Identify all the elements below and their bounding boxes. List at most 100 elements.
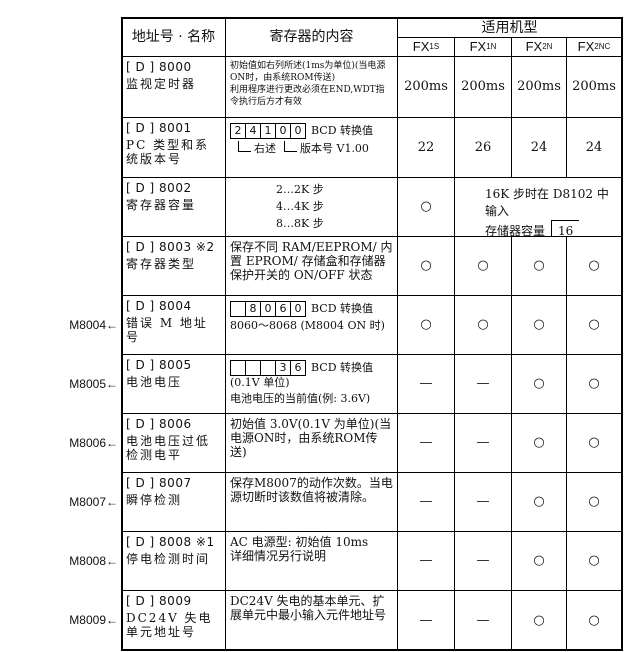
model-header: FX 2NC	[567, 38, 622, 57]
model-cell: ○	[567, 414, 622, 473]
model-value: ○	[477, 317, 489, 332]
model-value: ○	[588, 317, 600, 332]
model-value: ○	[588, 435, 600, 450]
model-sub: 2NC	[594, 42, 611, 51]
address-line: [ D ] 8007	[126, 476, 221, 490]
address: [ D ] 8006	[126, 417, 192, 431]
address-line: [ D ] 8006	[126, 417, 221, 431]
model-cell: ○	[567, 296, 622, 355]
address-line: [ D ] 8008 ※1	[126, 535, 221, 549]
model-cell: ○	[398, 296, 455, 355]
address-line: [ D ] 8003 ※2	[126, 240, 221, 254]
note: ※1	[195, 535, 215, 549]
model-sub: 1N	[486, 42, 497, 51]
address-cell: [ D ] 8003 ※2 寄存器类型	[122, 237, 226, 296]
bcd-label: BCD 转换值	[311, 302, 374, 315]
model-value: —	[476, 553, 490, 568]
digit-box	[230, 301, 246, 317]
content-cell: 3 6 BCD 转换值 (0.1V 单位) 电池电压的当前值(例: 3.6V)	[226, 355, 398, 414]
digit-row: 3 6 BCD 转换值 (0.1V 单位)	[230, 360, 393, 390]
model-cell: —	[455, 532, 512, 591]
digit-box	[230, 360, 246, 376]
model-main: FX	[469, 39, 487, 54]
side-label: M8008←	[69, 553, 118, 568]
content-cell: 初始值如右列所述(1ms为单位)(当电源ON时，由系统ROM传送) 利用程序进行更…	[226, 57, 398, 118]
model-cell: —	[398, 414, 455, 473]
register-name: 监视定时器	[126, 77, 197, 91]
model-note: 16K 步时在 D8102 中输入 存储器容量 16	[455, 178, 622, 237]
digit-row: 2 4 1 0 0 BCD 转换值	[230, 123, 393, 139]
address: [ D ] 8002	[126, 181, 192, 195]
content-line: 电池电压的当前值(例: 3.6V)	[230, 392, 371, 405]
content-line: 保存M8007的动作次数。当电源切断时该数值将被清除。	[230, 476, 393, 504]
model-cell: 22	[398, 118, 455, 178]
pointer-label: 右述	[254, 142, 276, 155]
pointer-row: 右述 版本号 V1.00	[230, 141, 393, 156]
model-value: —	[476, 376, 490, 391]
note: ※2	[195, 240, 215, 254]
address-cell: [ D ] 8006 电池电压过低检测电平	[122, 414, 226, 473]
model-value: —	[476, 494, 490, 509]
address: [ D ] 8008	[126, 535, 192, 549]
model-value: 24	[530, 139, 548, 155]
pointer-label: 版本号 V1.00	[300, 142, 369, 155]
content-line: 8…8K 步	[276, 217, 324, 230]
model-cell: 24	[567, 118, 622, 178]
model-cell: —	[455, 355, 512, 414]
side-label: M8006←	[69, 435, 118, 450]
address-cell: [ D ] 8005 电池电压	[122, 355, 226, 414]
model-value: ○	[533, 317, 545, 332]
model-value: 22	[417, 139, 435, 155]
content-cell: 初始值 3.0V(0.1V 为单位)(当电源ON时，由系统ROM传送)	[226, 414, 398, 473]
model-value: ○	[533, 553, 545, 568]
model-cell: 200ms	[398, 57, 455, 118]
address-cell: [ D ] 8000 监视定时器	[122, 57, 226, 118]
model-value: 200ms	[404, 79, 448, 94]
digit-box: 3	[275, 360, 291, 376]
register-name: 停电检测时间	[126, 552, 211, 566]
model-cell: —	[455, 414, 512, 473]
digit-box	[260, 360, 276, 376]
models-title: 适用机型	[481, 19, 538, 36]
model-header: FX 1N	[455, 38, 512, 57]
digit-box: 8	[245, 301, 261, 317]
header-content: 寄存器的内容	[269, 29, 354, 45]
register-name: 寄存器容量	[126, 198, 197, 212]
model-value: —	[419, 612, 433, 628]
model-cell: —	[398, 355, 455, 414]
header-cell: 地址号 · 名称	[122, 18, 226, 57]
model-value: ○	[420, 317, 432, 332]
side-label: M8009←	[69, 613, 118, 627]
model-value: 200ms	[572, 79, 616, 94]
model-cell: —	[398, 591, 455, 651]
model-value: 200ms	[461, 79, 505, 94]
register-name: 寄存器类型	[126, 257, 197, 271]
address: [ D ] 8004	[126, 299, 192, 313]
content-line: AC 电源型: 初始值 10ms	[230, 535, 369, 549]
content-line: DC24V 失电的基本单元、扩展单元中最小输入元件地址号	[230, 594, 387, 622]
side-label: M8007←	[69, 494, 118, 509]
note-line: 存储器容量 16	[485, 220, 615, 236]
digit-box: 0	[290, 123, 306, 139]
model-cell: 200ms	[567, 57, 622, 118]
model-cell: ○	[398, 237, 455, 296]
model-value: ○	[533, 612, 545, 628]
address: [ D ] 8003	[126, 240, 192, 254]
model-cell: 200ms	[512, 57, 567, 118]
model-cell: ○	[512, 355, 567, 414]
model-cell: ○	[512, 532, 567, 591]
register-name: 电池电压	[126, 375, 183, 389]
digit-box: 2	[230, 123, 246, 139]
address-line: [ D ] 8000	[126, 60, 221, 74]
model-value: ○	[420, 258, 432, 273]
content-cell: 8 0 6 0 BCD 转换值 8060～8068 (M8004 ON 时)	[226, 296, 398, 355]
digit-box: 0	[290, 301, 306, 317]
model-cell: ○	[512, 237, 567, 296]
address-cell: [ D ] 8004 错误 M 地址号	[122, 296, 226, 355]
content-line: 保存不同 RAM/EEPROM/ 内置 EPROM/ 存储盒和存储器保护开关的 …	[230, 240, 393, 282]
address-cell: [ D ] 8008 ※1 停电检测时间	[122, 532, 226, 591]
model-value: —	[476, 435, 490, 450]
model-cell: —	[398, 532, 455, 591]
model-cell: ○	[567, 591, 622, 651]
